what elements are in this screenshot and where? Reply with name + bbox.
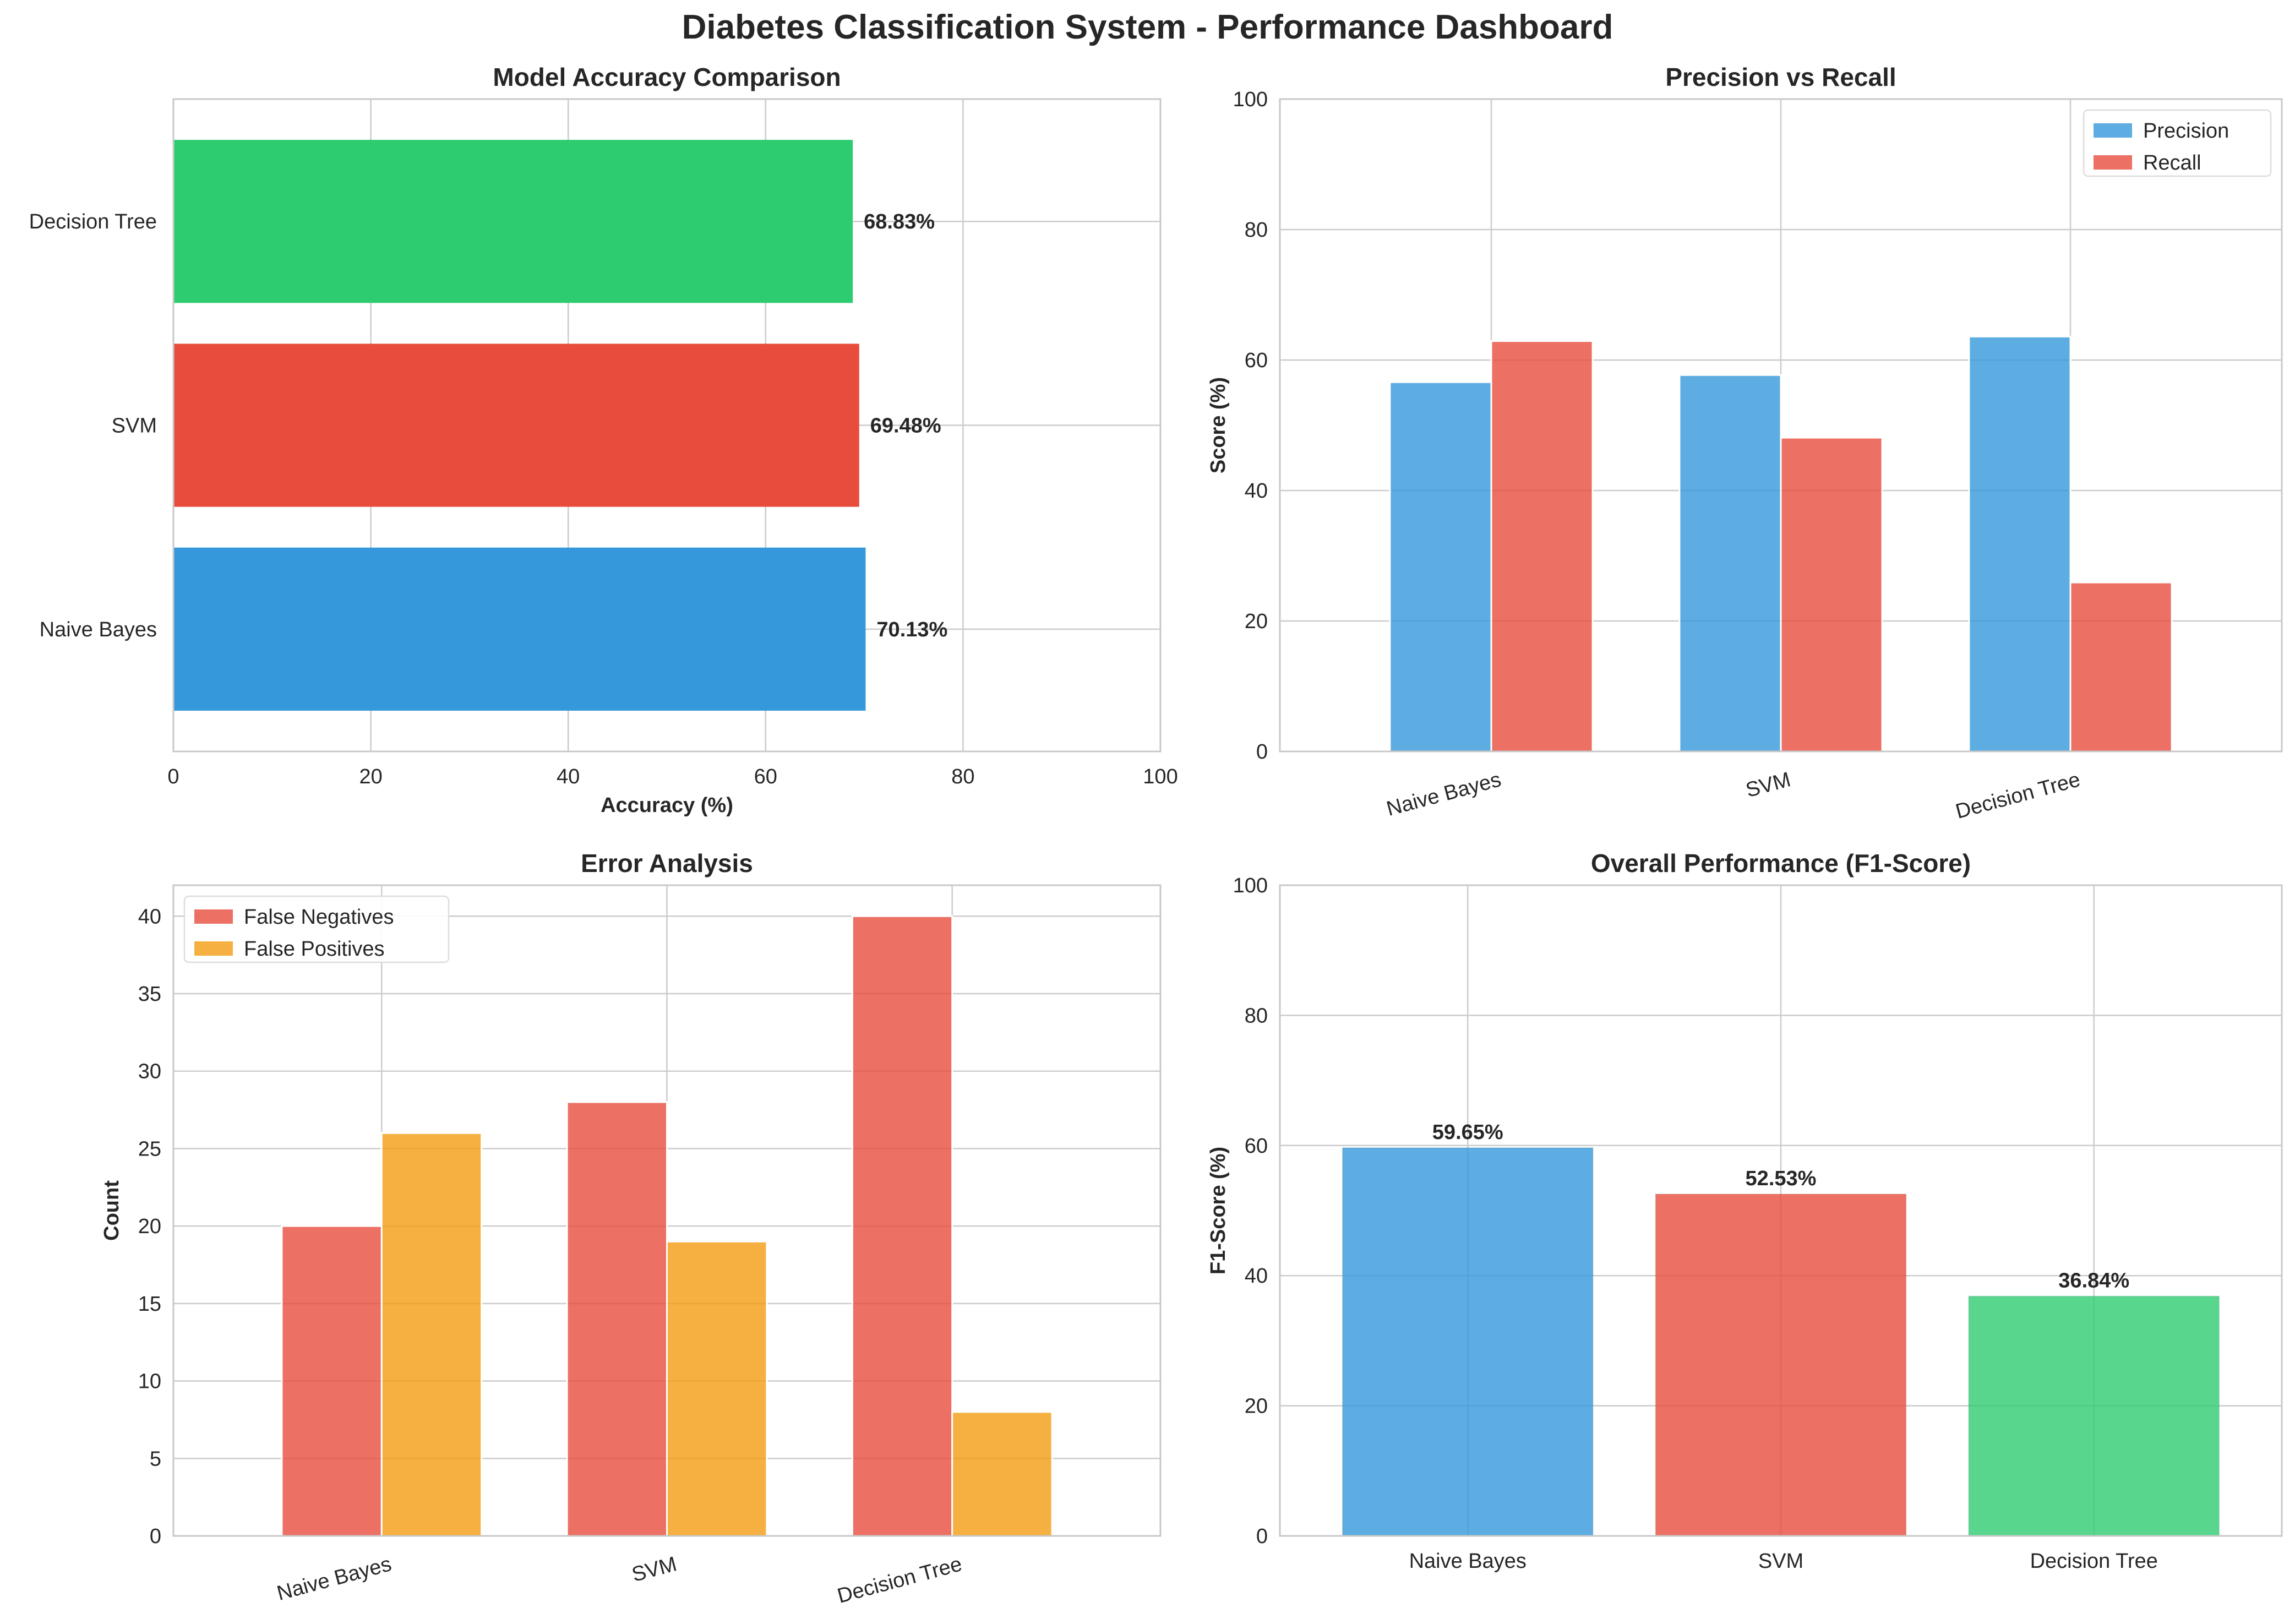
legend-label: False Negatives: [244, 906, 394, 929]
y-tick-label: 80: [1245, 219, 1268, 242]
y-tick-label: 60: [1245, 1135, 1268, 1158]
y-tick-label: 100: [1233, 88, 1268, 111]
x-tick-label: 0: [167, 765, 179, 788]
y-tick-label: 30: [138, 1060, 161, 1083]
y-tick-label: 10: [138, 1370, 161, 1393]
bar: [173, 140, 853, 303]
y-tick-label: 25: [138, 1137, 161, 1160]
y-tick-label: 0: [150, 1525, 161, 1548]
y-tick-label: 20: [1245, 1395, 1268, 1418]
legend: Precision Recall: [2083, 109, 2272, 177]
x-tick-label: 60: [754, 765, 777, 788]
y-tick-label: Decision Tree: [29, 210, 157, 233]
x-tick-label: Decision Tree: [1953, 768, 2083, 824]
chart-title: Overall Performance (F1-Score): [1591, 849, 1971, 878]
x-tick-label: 80: [951, 765, 974, 788]
y-tick-label: 5: [150, 1447, 161, 1470]
plot-frame: [172, 884, 1162, 1537]
y-tick-label: Naive Bayes: [40, 618, 157, 641]
y-axis-label: F1-Score (%): [1207, 1147, 1230, 1274]
x-tick-label: SVM: [629, 1552, 679, 1587]
plot-frame: [1279, 98, 2283, 753]
y-tick-label: 20: [138, 1215, 161, 1238]
chart-precision_recall: 0 20 40 60 80 100 Naive Bayes SVM Decision Tree S…: [1207, 63, 2283, 824]
x-tick-label: Decision Tree: [2030, 1550, 2158, 1573]
y-tick-label: 20: [1245, 610, 1268, 633]
value-label: 70.13%: [876, 618, 947, 641]
y-tick-label: SVM: [112, 415, 157, 438]
bar: [173, 547, 866, 711]
plot-frame: [172, 98, 1162, 753]
bar-recall: [2069, 581, 2173, 753]
x-tick-label: Decision Tree: [835, 1552, 964, 1608]
legend: False Negatives False Positives: [183, 895, 450, 963]
legend-label: Recall: [2143, 151, 2201, 175]
bar-false-negatives: [851, 915, 953, 1537]
chart-f1: 0 20 40 60 80 100 59.65% 52.53% 36.84% Naive Baye…: [1207, 849, 2283, 1573]
chart-title: Model Accuracy Comparison: [493, 63, 841, 91]
plot-frame: [1279, 884, 2283, 1537]
bar-false-positives: [951, 1411, 1053, 1537]
legend-label: False Positives: [244, 938, 385, 961]
bar-precision: [1678, 374, 1782, 753]
bar-precision: [1968, 335, 2072, 753]
legend-box: [183, 895, 450, 963]
y-tick-label: 0: [1256, 1525, 1268, 1548]
y-tick-label: 80: [1245, 1004, 1268, 1027]
x-tick-label: Naive Bayes: [1409, 1550, 1527, 1573]
legend-swatch: [2094, 123, 2132, 138]
y-tick-label: 15: [138, 1293, 161, 1316]
y-tick-label: 0: [1256, 740, 1268, 764]
bar-precision: [1389, 381, 1492, 753]
y-tick-label: 40: [1245, 1265, 1268, 1288]
y-tick-label: 40: [1245, 479, 1268, 503]
chart-title: Precision vs Recall: [1665, 63, 1896, 91]
value-label: 59.65%: [1432, 1121, 1503, 1144]
bar: [173, 344, 859, 507]
y-axis-label: Score (%): [1207, 377, 1230, 473]
y-tick-label: 35: [138, 983, 161, 1006]
page-title: Diabetes Classification System - Perform…: [682, 8, 1613, 46]
chart-accuracy: 0 20 40 60 80 100 70.13% Naive Bayes 69.48% SVM 68…: [29, 63, 1178, 817]
bar-false-positives: [666, 1240, 768, 1537]
value-label: 52.53%: [1746, 1167, 1817, 1190]
bar-recall: [1490, 340, 1594, 753]
legend-label: Precision: [2143, 119, 2229, 143]
chart-errors: 0 5 10 15 20 25 30 35 40 Naive Bayes SVM Decision T…: [100, 849, 1162, 1608]
x-tick-label: 20: [359, 765, 382, 788]
x-tick-label: Naive Bayes: [1384, 768, 1503, 821]
value-label: 36.84%: [2058, 1269, 2129, 1293]
legend-swatch: [194, 909, 233, 924]
bar-false-positives: [380, 1132, 483, 1537]
x-tick-label: SVM: [1743, 768, 1793, 802]
bar: [1342, 1147, 1594, 1536]
legend-swatch: [194, 941, 233, 956]
y-tick-label: 60: [1245, 349, 1268, 372]
x-tick-label: Naive Bayes: [275, 1552, 394, 1605]
legend-swatch: [2094, 155, 2132, 170]
value-label: 69.48%: [870, 415, 941, 438]
value-label: 68.83%: [864, 210, 935, 233]
x-tick-label: 40: [557, 765, 580, 788]
chart-title: Error Analysis: [581, 849, 753, 878]
x-tick-label: SVM: [1758, 1550, 1803, 1573]
bar-false-negatives: [566, 1101, 668, 1537]
bar: [1655, 1194, 1907, 1537]
x-tick-label: 100: [1143, 765, 1178, 788]
bar: [1968, 1295, 2220, 1537]
bar-false-negatives: [281, 1225, 383, 1537]
y-axis-label: Count: [100, 1180, 123, 1241]
y-tick-label: 40: [138, 905, 161, 928]
y-tick-label: 100: [1233, 874, 1268, 897]
bar-recall: [1780, 437, 1883, 753]
x-axis-label: Accuracy (%): [601, 794, 733, 817]
